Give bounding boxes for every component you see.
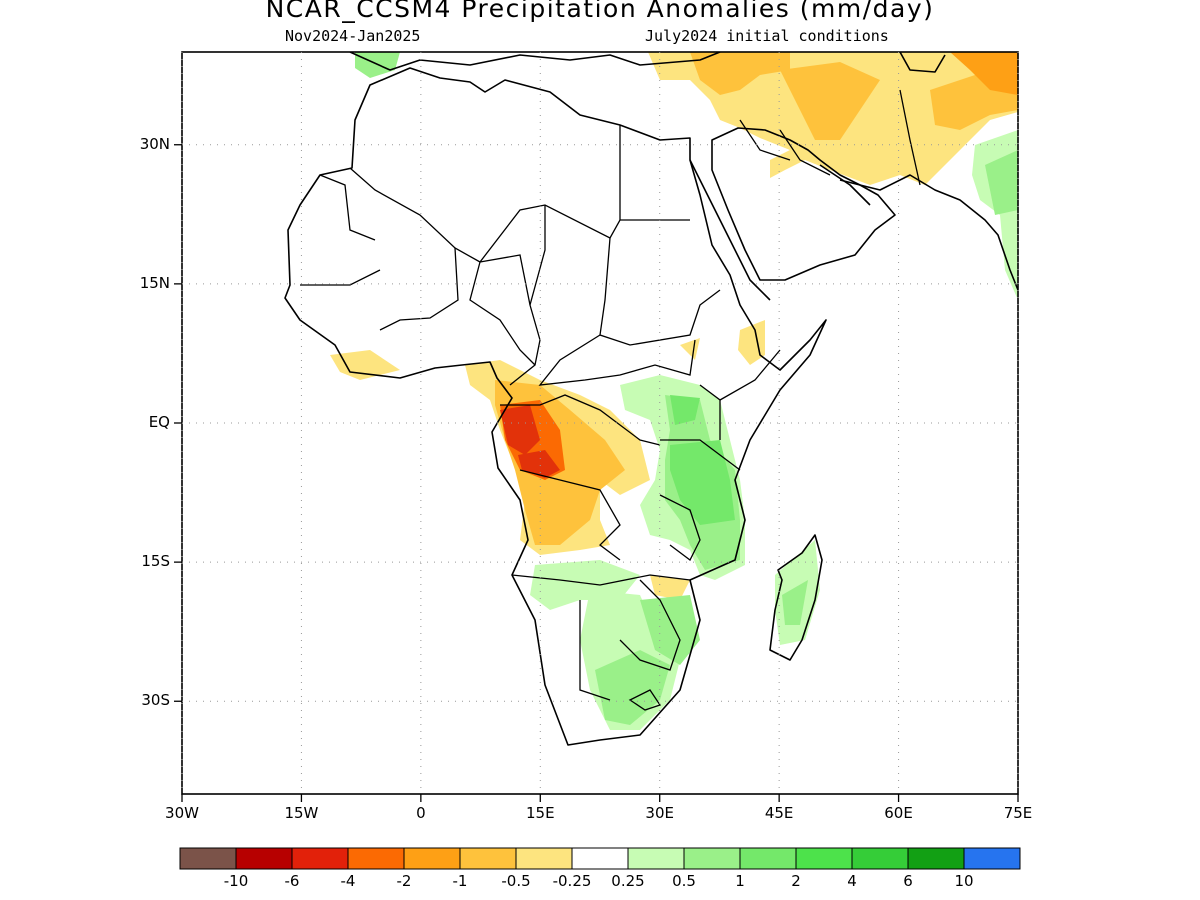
colorbar-label: 6 [903, 872, 913, 890]
red-sea-coastline [689, 159, 771, 301]
arabia-coastline [711, 127, 896, 281]
forecast-period: Nov2024-Jan2025 [285, 27, 421, 45]
lon-tick-label: 0 [416, 804, 426, 822]
wet-anomaly-south-africa [595, 650, 670, 725]
colorbar-swatch [963, 847, 1021, 870]
colorbar-swatch [795, 847, 853, 870]
colorbar-swatch [907, 847, 965, 870]
lat-tick-label: 30S [141, 691, 170, 710]
colorbar-label: 1 [735, 872, 745, 890]
europe-coastline [349, 52, 721, 71]
dry-anomaly-iran-mid-2 [780, 62, 880, 140]
colorbar-swatch [235, 847, 293, 870]
caspian-coastline [899, 52, 946, 73]
lon-tick-label: 30E [645, 804, 674, 822]
lon-tick-label: 30W [165, 804, 199, 822]
colorbar [179, 847, 1021, 870]
africa-coastline [284, 67, 827, 746]
lon-tick-label: 45E [764, 804, 794, 822]
anomaly-shading [330, 52, 1018, 730]
country-borders [300, 89, 921, 711]
coastlines [284, 52, 1018, 746]
colorbar-label: -1 [452, 872, 468, 890]
dry-anomaly-ethiopia [738, 320, 765, 365]
colorbar-label: 0.5 [672, 872, 696, 890]
colorbar-swatch [347, 847, 405, 870]
lon-tick-label: 60E [884, 804, 913, 822]
colorbar-label: -0.5 [501, 872, 531, 890]
lat-tick-label: 15N [139, 273, 170, 292]
colorbar-swatch [515, 847, 573, 870]
colorbar-label: -2 [396, 872, 412, 890]
colorbar-swatch [683, 847, 741, 870]
iran-coastline [839, 174, 1018, 291]
lon-tick-label: 75E [1003, 804, 1033, 822]
wet-anomaly-madagascar-mid [782, 580, 808, 625]
colorbar-swatch [571, 847, 629, 870]
colorbar-label: 0.25 [611, 872, 645, 890]
dry-anomaly-iran-mid [690, 52, 790, 95]
lon-tick-label: 15W [284, 804, 319, 822]
colorbar-label: -6 [284, 872, 300, 890]
lon-tick-label: 15E [525, 804, 555, 822]
colorbar-swatch [627, 847, 685, 870]
dry-anomaly-mozambique-small [650, 575, 690, 600]
lat-tick-label: EQ [148, 413, 170, 431]
colorbar-label: -4 [340, 872, 356, 890]
colorbar-label: 2 [791, 872, 801, 890]
colorbar-label: -0.25 [552, 872, 592, 890]
persian-gulf-coastline [819, 164, 871, 206]
dry-anomaly-congo-core [518, 450, 560, 478]
colorbar-swatch [291, 847, 349, 870]
colorbar-swatch [403, 847, 461, 870]
madagascar-coastline [769, 534, 823, 661]
colorbar-label: 4 [847, 872, 857, 890]
colorbar-swatch [179, 847, 237, 870]
wet-anomaly-zimbabwe [640, 595, 700, 665]
dry-anomaly-caspian [950, 52, 1018, 95]
dry-anomaly-west-coast [330, 350, 400, 380]
lat-tick-label: 15S [141, 552, 170, 571]
colorbar-label: 10 [954, 872, 974, 890]
axis-ticks [174, 144, 1019, 802]
initial-conditions: July2024 initial conditions [645, 27, 889, 45]
dry-anomaly-ethiopia-2 [680, 338, 700, 360]
wet-anomaly-uganda [670, 395, 700, 425]
map-title: NCAR_CCSM4 Precipitation Anomalies (mm/d… [265, 0, 935, 23]
dry-anomaly-gabon-core [500, 405, 540, 455]
colorbar-swatch [459, 847, 517, 870]
lat-tick-label: 30N [139, 134, 170, 153]
colorbar-label: -10 [223, 872, 249, 890]
colorbar-swatch [739, 847, 797, 870]
wet-anomaly-india-mid [985, 150, 1018, 215]
colorbar-swatch [851, 847, 909, 870]
wet-anomaly-tanzania [670, 440, 735, 525]
